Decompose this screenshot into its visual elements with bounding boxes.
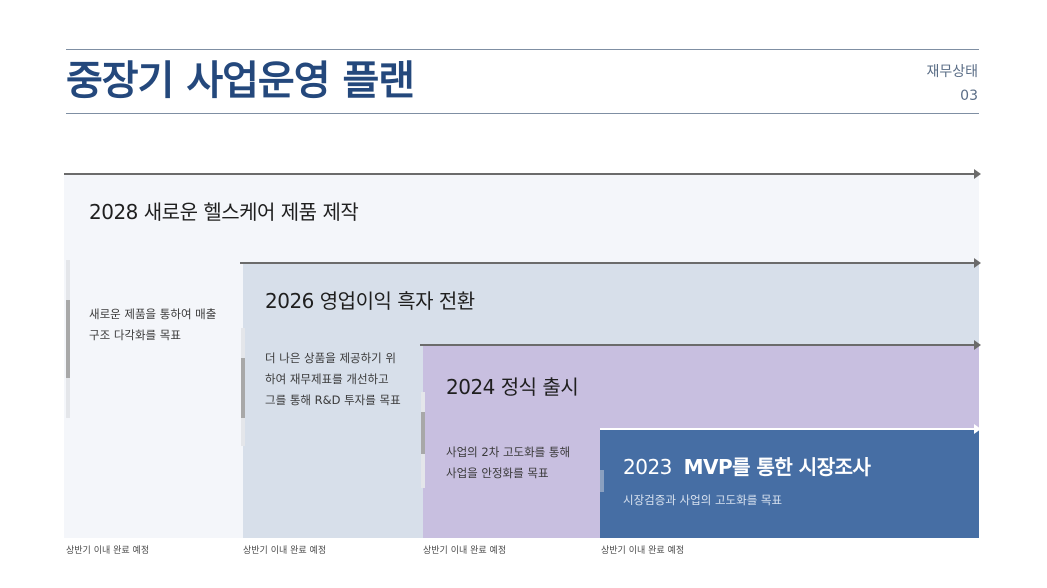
stage-title-2024: 2024 정식 출시 [446, 371, 579, 400]
stage-description-2023: 시장검증과 사업의 고도화를 목표 [623, 493, 783, 507]
stage-footnote-2028: 상반기 이내 완료 예정 [66, 546, 150, 556]
stage-year: 2023 [623, 455, 672, 479]
stage-description-2026: 더 나은 상품을 제공하기 위 하여 재무제표를 개선하고 그를 통해 R&D … [265, 351, 401, 407]
stage-footnote-2026: 상반기 이내 완료 예정 [243, 546, 327, 556]
stage-year: 2026 [265, 289, 314, 313]
stage-title-2026: 2026 영업이익 흑자 전환 [265, 285, 475, 314]
timeline-arrow-2024 [420, 344, 974, 346]
arrow-head-icon [974, 169, 981, 179]
stage-year: 2024 [446, 375, 495, 399]
stage-description-2028: 새로운 제품을 통하여 매출 구조 다각화를 목표 [89, 307, 217, 342]
page-title: 중장기 사업운영 플랜 [66, 58, 415, 104]
arrow-head-icon [974, 258, 981, 268]
section-number: 03 [960, 88, 978, 104]
arrow-head-icon [974, 424, 981, 434]
stage-name: MVP를 통한 시장조사 [683, 455, 871, 479]
timeline-arrow-2023 [600, 428, 974, 430]
stage-name: 영업이익 흑자 전환 [319, 289, 475, 313]
stage-name: 새로운 헬스케어 제품 제작 [143, 200, 359, 224]
stage-year: 2028 [89, 200, 138, 224]
section-label: 재무상태 [926, 64, 978, 80]
stage-marker [600, 470, 604, 492]
stage-footnote-2023: 상반기 이내 완료 예정 [601, 546, 685, 556]
arrow-head-icon [974, 340, 981, 350]
stage-description-2024: 사업의 2차 고도화를 통해 사업을 안정화를 목표 [446, 445, 571, 480]
stage-title-2028: 2028 새로운 헬스케어 제품 제작 [89, 196, 359, 225]
header-bottom-rule [66, 113, 979, 114]
stage-marker [241, 358, 245, 418]
stage-marker [66, 300, 70, 378]
header-top-rule [66, 49, 979, 50]
stage-footnote-2024: 상반기 이내 완료 예정 [423, 546, 507, 556]
stage-band-2023 [600, 429, 979, 538]
timeline-arrow-2026 [240, 262, 974, 264]
timeline-arrow-2028 [64, 173, 974, 175]
stage-marker [421, 412, 425, 454]
stage-title-2023: 2023 MVP를 통한 시장조사 [623, 451, 871, 480]
stage-name: 정식 출시 [500, 375, 579, 399]
